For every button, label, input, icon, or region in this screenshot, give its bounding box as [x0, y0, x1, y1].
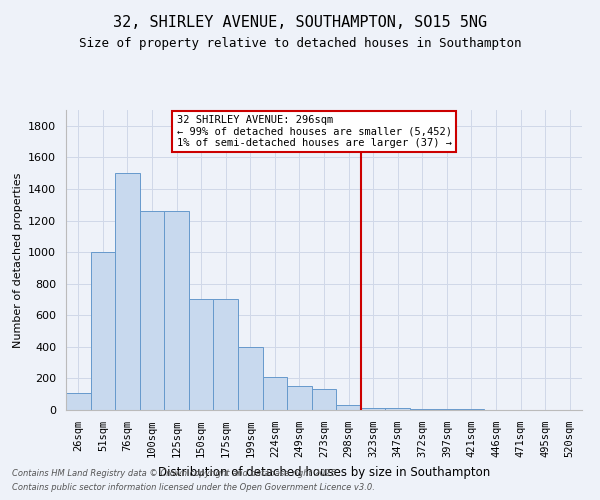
Bar — [164, 211, 189, 410]
Bar — [385, 408, 410, 410]
Text: Contains public sector information licensed under the Open Government Licence v3: Contains public sector information licen… — [12, 484, 375, 492]
Bar — [361, 408, 385, 410]
Text: 32 SHIRLEY AVENUE: 296sqm
← 99% of detached houses are smaller (5,452)
1% of sem: 32 SHIRLEY AVENUE: 296sqm ← 99% of detac… — [176, 114, 452, 148]
X-axis label: Distribution of detached houses by size in Southampton: Distribution of detached houses by size … — [158, 466, 490, 478]
Bar — [66, 394, 91, 410]
Bar — [140, 211, 164, 410]
Bar — [263, 377, 287, 410]
Bar — [115, 173, 140, 410]
Bar — [459, 409, 484, 410]
Bar — [410, 409, 434, 410]
Bar — [91, 252, 115, 410]
Bar — [189, 300, 214, 410]
Bar — [434, 409, 459, 410]
Bar — [336, 406, 361, 410]
Text: 32, SHIRLEY AVENUE, SOUTHAMPTON, SO15 5NG: 32, SHIRLEY AVENUE, SOUTHAMPTON, SO15 5N… — [113, 15, 487, 30]
Bar — [214, 300, 238, 410]
Bar — [238, 347, 263, 410]
Bar — [312, 390, 336, 410]
Bar — [287, 386, 312, 410]
Text: Contains HM Land Registry data © Crown copyright and database right 2025.: Contains HM Land Registry data © Crown c… — [12, 468, 338, 477]
Text: Size of property relative to detached houses in Southampton: Size of property relative to detached ho… — [79, 38, 521, 51]
Y-axis label: Number of detached properties: Number of detached properties — [13, 172, 23, 348]
